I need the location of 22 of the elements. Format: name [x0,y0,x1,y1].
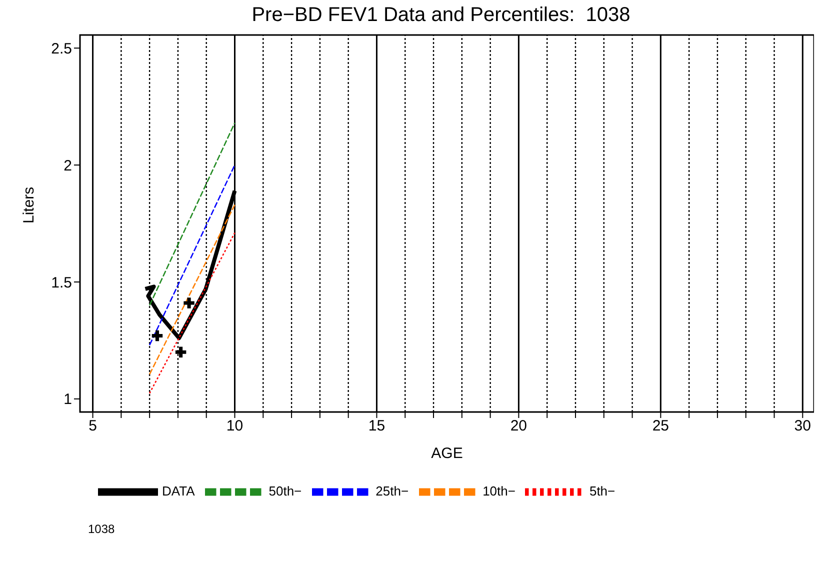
point [175,346,186,358]
y-tick-label: 2.5 [51,40,72,58]
y-tick-label: 1 [64,391,72,408]
x-tick-label: 30 [794,418,811,435]
y-tick-label: 1.5 [51,274,72,292]
x-tick-label: 10 [226,418,244,435]
point [152,330,163,342]
legend-label: DATA [162,483,195,498]
y-axis-title: Liters [20,186,38,224]
legend-label: 5th− [589,483,616,498]
chart-title: Pre−BD FEV1 Data and Percentiles: 1038 [250,4,632,27]
point [184,298,194,308]
x-tick-label: 25 [652,418,670,435]
x-tick-label: 15 [368,418,386,435]
x-tick-label: 20 [510,418,528,435]
x-tick-label: 5 [88,418,97,435]
y-tick-label: 2 [64,157,72,174]
legend-label: 25th− [376,483,409,498]
legend-label: 10th− [482,483,516,498]
text: 1038 [88,522,116,536]
legend-label: 50th− [268,483,302,498]
x-axis-title: AGE [431,445,463,462]
